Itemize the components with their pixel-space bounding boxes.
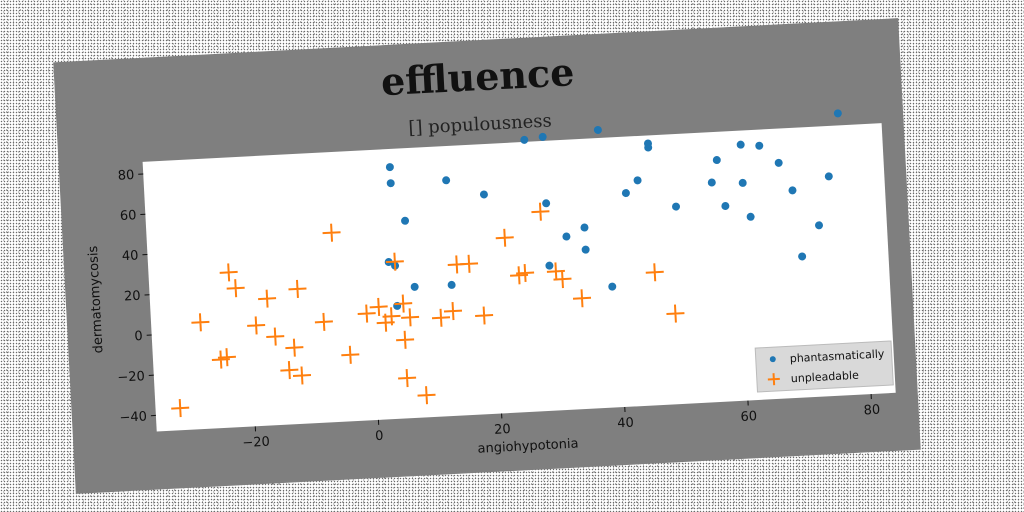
data-point	[226, 279, 245, 298]
data-points	[171, 109, 842, 418]
data-point	[394, 294, 413, 313]
y-tick-label: 80	[117, 168, 134, 184]
x-tick-label: 0	[375, 429, 384, 444]
data-point	[824, 172, 833, 181]
data-point	[593, 125, 602, 134]
data-point	[645, 263, 664, 282]
data-point	[219, 263, 238, 282]
data-point	[666, 304, 685, 323]
data-point	[288, 279, 307, 299]
data-point	[516, 263, 535, 283]
data-point	[258, 289, 277, 308]
y-tick-label: 60	[119, 208, 136, 224]
data-point	[357, 304, 376, 323]
x-tick-label: 60	[740, 409, 757, 425]
data-point	[171, 399, 190, 418]
data-point	[721, 202, 730, 211]
series-unpleadable	[171, 202, 685, 418]
data-point	[401, 308, 420, 327]
data-point	[712, 156, 721, 165]
data-point	[542, 199, 551, 208]
data-point	[736, 140, 745, 149]
data-point	[738, 178, 747, 187]
legend-box	[754, 340, 894, 393]
data-point	[322, 223, 341, 242]
data-point	[553, 270, 572, 289]
y-tick-label: −20	[117, 369, 145, 385]
data-point	[247, 316, 266, 335]
data-point	[266, 327, 285, 346]
y-tick-label: −40	[119, 409, 147, 425]
data-point	[572, 289, 592, 308]
data-point	[633, 176, 642, 185]
data-point	[447, 280, 456, 289]
data-point	[545, 261, 554, 270]
data-point	[396, 330, 415, 349]
data-point	[788, 186, 797, 195]
data-point	[369, 297, 388, 316]
chart-subtitle: [] populousness	[408, 110, 552, 138]
data-point	[280, 361, 299, 380]
y-axis-label: dermatomycosis	[86, 245, 107, 354]
x-axis-label: angiohypotonia	[477, 436, 579, 456]
data-point	[475, 306, 494, 325]
data-point	[442, 176, 451, 185]
data-point	[531, 202, 550, 221]
data-point	[341, 345, 360, 364]
data-point	[410, 282, 419, 291]
data-point	[538, 132, 547, 141]
x-tick-label: 20	[494, 422, 511, 438]
y-axis-ticks: −40 −20 0 20 40 60 80	[117, 168, 156, 426]
data-point	[495, 228, 514, 247]
data-point	[479, 190, 488, 199]
data-point	[431, 308, 451, 327]
data-point	[285, 338, 304, 357]
x-tick-label: −20	[242, 435, 270, 451]
data-point	[191, 313, 210, 332]
data-point	[382, 307, 401, 326]
data-point	[672, 202, 681, 211]
legend-marker	[769, 356, 776, 363]
data-point	[798, 252, 807, 261]
data-point	[443, 302, 463, 321]
data-point	[460, 254, 479, 273]
data-point	[314, 312, 333, 331]
data-point	[815, 221, 824, 230]
data-point	[643, 139, 652, 148]
data-point	[401, 216, 410, 225]
data-point	[398, 369, 417, 388]
data-point	[385, 252, 404, 271]
x-tick-label: 80	[863, 403, 880, 419]
data-point	[520, 135, 529, 144]
x-axis-ticks: −20 0 20 40 60 80	[242, 394, 881, 451]
legend: phantasmatically unpleadable	[754, 340, 894, 393]
data-point	[562, 232, 571, 241]
data-point	[833, 109, 842, 118]
data-point	[746, 212, 755, 221]
legend-label: phantasmatically	[789, 347, 885, 365]
data-point	[608, 282, 617, 291]
legend-marker	[767, 373, 780, 386]
legend-label: unpleadable	[791, 369, 860, 386]
data-point	[580, 223, 589, 232]
y-tick-label: 40	[122, 248, 139, 264]
chart-figure: effluence [] populousness −20 0 20 40 60 80 −…	[53, 18, 921, 494]
x-tick-label: 40	[617, 416, 634, 432]
chart-title: effluence	[380, 49, 575, 104]
y-tick-label: 20	[124, 289, 141, 305]
scatter-chart: effluence [] populousness −20 0 20 40 60 80 −…	[86, 49, 896, 457]
data-point	[621, 189, 630, 198]
data-point	[774, 158, 783, 167]
data-point	[217, 348, 236, 367]
data-point	[707, 178, 716, 187]
data-point	[581, 245, 590, 254]
data-point	[386, 179, 395, 188]
data-point	[417, 386, 436, 405]
y-tick-label: 0	[134, 329, 143, 344]
data-point	[292, 366, 312, 385]
data-point	[385, 163, 394, 172]
data-point	[755, 141, 764, 150]
